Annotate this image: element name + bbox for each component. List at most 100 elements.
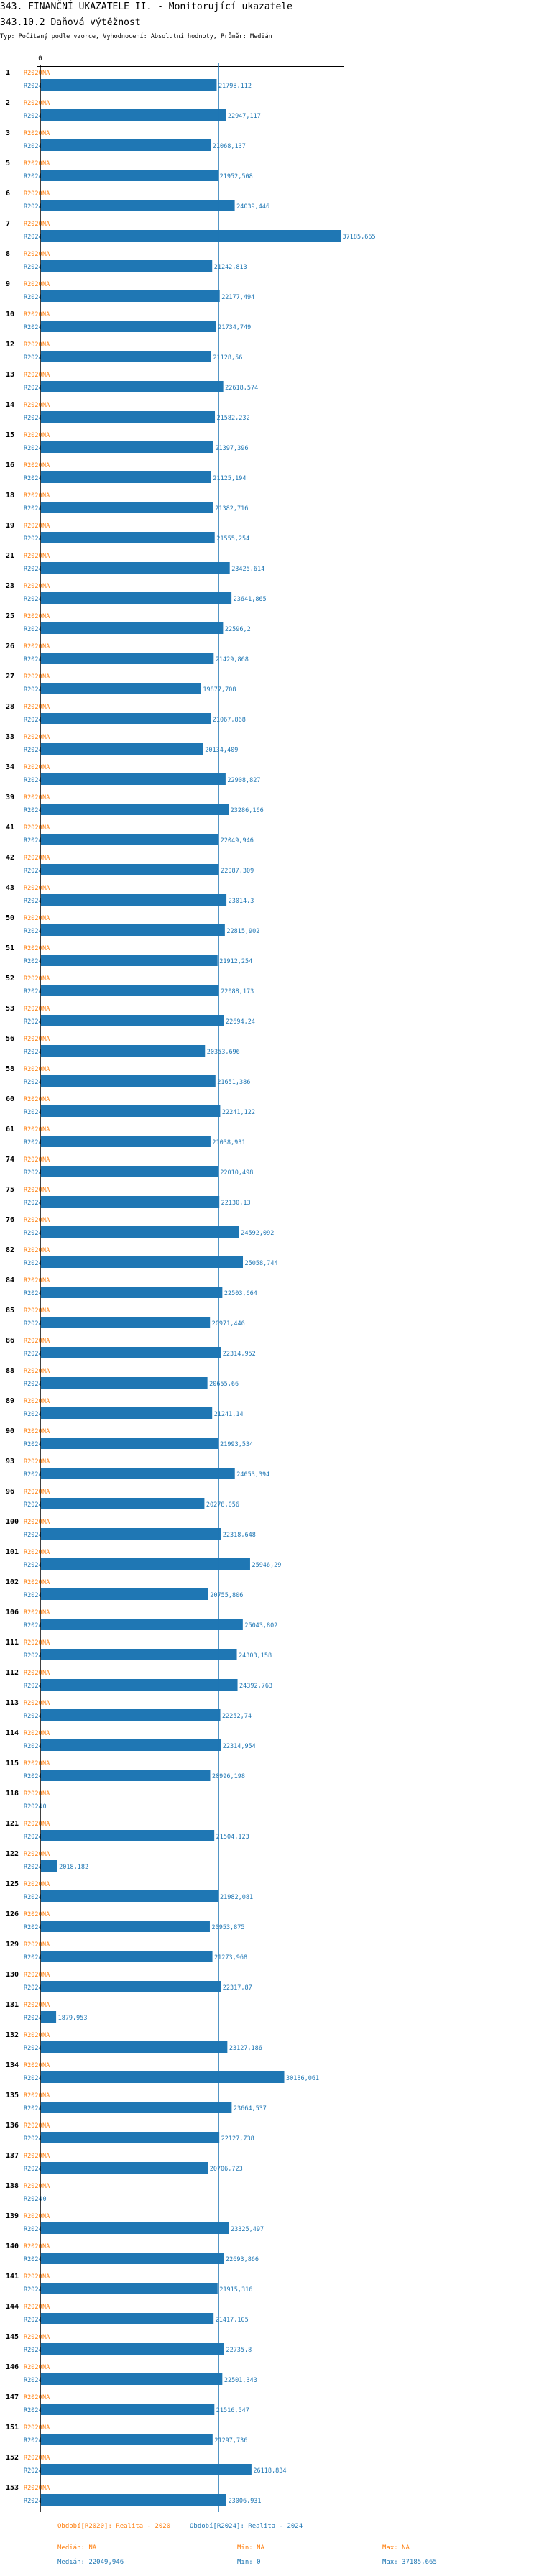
value-label-r2024: 21067,868: [213, 717, 246, 724]
value-label-r2020: NA: [42, 2304, 50, 2311]
value-label-r2020: NA: [42, 1036, 50, 1043]
bar-r2024: [41, 290, 220, 302]
value-label-r2024: 22252,74: [222, 1713, 252, 1720]
bar-r2024: [41, 1619, 243, 1630]
series-label-r2020: R2020: [24, 372, 42, 379]
value-label-r2020: NA: [42, 2183, 50, 2190]
category-label: 139: [6, 2212, 19, 2220]
value-label-r2024: 19877,708: [203, 686, 236, 694]
series-label-r2024: R2024: [24, 1351, 42, 1358]
category-label: 100: [6, 1518, 19, 1526]
value-label-r2020: NA: [42, 885, 50, 892]
value-label-r2024: 23664,537: [234, 2105, 267, 2112]
value-label-r2024: 24039,446: [236, 203, 270, 211]
series-label-r2024: R2024: [24, 1924, 42, 1931]
series-label-r2024: R2024: [24, 143, 42, 150]
series-label-r2024: R2024: [24, 1109, 42, 1116]
value-label-r2024: 22318,648: [223, 1532, 256, 1539]
value-label-r2020: NA: [42, 160, 50, 167]
bar-r2024: [41, 1287, 223, 1298]
category-label: 76: [6, 1216, 14, 1224]
series-label-r2020: R2020: [24, 613, 42, 620]
value-label-r2024: 20278,056: [206, 1501, 239, 1509]
value-label-r2020: NA: [42, 2092, 50, 2099]
value-label-r2020: NA: [42, 70, 50, 77]
series-label-r2024: R2024: [24, 958, 42, 965]
value-label-r2020: NA: [42, 251, 50, 258]
series-label-r2024: R2024: [24, 505, 42, 512]
category-label: 14: [6, 401, 14, 409]
series-label-r2024: R2024: [24, 2045, 42, 2052]
value-label-r2020: NA: [42, 1639, 50, 1647]
series-label-r2020: R2020: [24, 2183, 42, 2190]
bar-r2024: [41, 1860, 57, 1872]
value-label-r2020: NA: [42, 855, 50, 862]
category-label: 126: [6, 1910, 19, 1918]
value-label-r2024: 20996,198: [212, 1773, 245, 1780]
series-label-r2024: R2024: [24, 385, 42, 392]
series-label-r2024: R2024: [24, 2437, 42, 2444]
value-label-r2024: 0: [43, 2196, 47, 2203]
value-label-r2020: NA: [42, 2455, 50, 2462]
series-label-r2024: R2024: [24, 1471, 42, 1478]
value-label-r2020: NA: [42, 734, 50, 741]
value-label-r2024: 23425,614: [231, 566, 264, 573]
value-label-r2020: NA: [42, 1398, 50, 1405]
value-label-r2020: NA: [42, 824, 50, 832]
series-label-r2020: R2020: [24, 855, 42, 862]
value-label-r2024: 23127,186: [229, 2045, 262, 2052]
category-label: 27: [6, 673, 14, 681]
value-label-r2020: NA: [42, 130, 50, 137]
category-label: 102: [6, 1578, 19, 1586]
value-label-r2024: 25043,802: [244, 1622, 277, 1629]
series-label-r2020: R2020: [24, 2394, 42, 2401]
value-label-r2020: NA: [42, 1881, 50, 1888]
series-label-r2024: R2024: [24, 1200, 42, 1207]
value-label-r2020: NA: [42, 1307, 50, 1315]
series-label-r2024: R2024: [24, 2015, 42, 2022]
series-label-r2020: R2020: [24, 1006, 42, 1013]
value-label-r2020: NA: [42, 221, 50, 228]
value-label-r2024: 22735,8: [226, 2347, 252, 2354]
category-label: 41: [6, 824, 14, 832]
category-label: 15: [6, 431, 14, 439]
bar-r2024: [41, 2373, 223, 2385]
value-label-r2020: NA: [42, 1911, 50, 1918]
series-label-r2024: R2024: [24, 596, 42, 603]
series-label-r2024: R2024: [24, 1230, 42, 1237]
value-label-r2020: NA: [42, 1700, 50, 1707]
value-label-r2024: 20755,806: [210, 1592, 243, 1599]
value-label-r2024: 21912,254: [219, 958, 252, 965]
series-label-r2020: R2020: [24, 1458, 42, 1466]
bar-r2024: [41, 2102, 232, 2113]
value-label-r2020: NA: [42, 764, 50, 771]
series-label-r2020: R2020: [24, 2122, 42, 2130]
series-label-r2020: R2020: [24, 1851, 42, 1858]
series-label-r2020: R2020: [24, 704, 42, 711]
series-label-r2020: R2020: [24, 553, 42, 560]
series-label-r2020: R2020: [24, 1247, 42, 1254]
series-label-r2020: R2020: [24, 190, 42, 198]
bar-r2024: [41, 2404, 215, 2415]
value-label-r2024: 21429,868: [216, 656, 249, 663]
category-label: 114: [6, 1729, 19, 1737]
category-label: 129: [6, 1941, 19, 1949]
value-label-r2024: 22947,117: [228, 113, 261, 120]
series-label-r2020: R2020: [24, 583, 42, 590]
bar-r2024: [41, 1256, 244, 1268]
series-label-r2020: R2020: [24, 1579, 42, 1586]
